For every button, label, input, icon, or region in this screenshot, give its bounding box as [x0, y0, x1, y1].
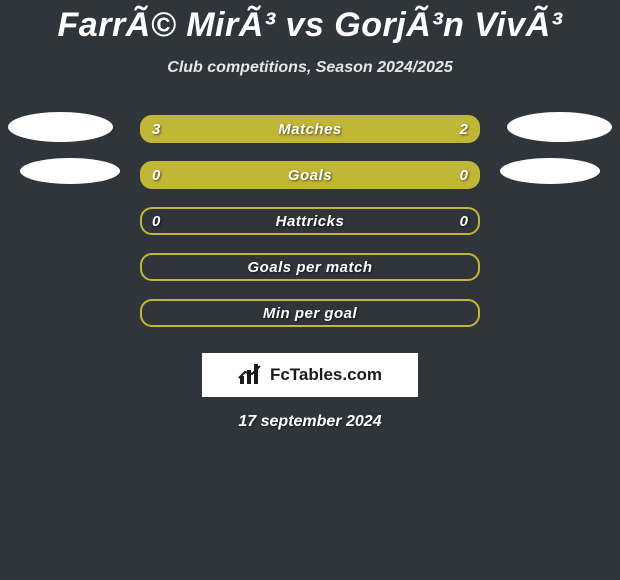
stat-bar-track: 00Goals: [140, 161, 480, 189]
stat-row: Goals per match: [0, 243, 620, 289]
stat-row: 00Hattricks: [0, 197, 620, 243]
stat-bar-track: Min per goal: [140, 299, 480, 327]
stat-label: Goals per match: [142, 255, 478, 279]
stat-row: Min per goal: [0, 289, 620, 335]
stat-label: Matches: [142, 117, 478, 141]
barchart-icon: [238, 364, 264, 386]
player-blob-left: [20, 158, 120, 184]
card-subtitle: Club competitions, Season 2024/2025: [0, 59, 620, 77]
brand-text: FcTables.com: [270, 365, 382, 385]
card-title: FarrÃ© MirÃ³ vs GorjÃ³n VivÃ³: [0, 0, 620, 45]
stat-row: 00Goals: [0, 151, 620, 197]
stat-label: Min per goal: [142, 301, 478, 325]
player-blob-left: [8, 112, 113, 142]
brand-box[interactable]: FcTables.com: [202, 353, 418, 397]
stat-bar-track: 32Matches: [140, 115, 480, 143]
stat-label: Hattricks: [142, 209, 478, 233]
stat-row: 32Matches: [0, 105, 620, 151]
stat-rows: 32Matches 00Goals 00Hattricks Goals per mat…: [0, 105, 620, 335]
comparison-card: FarrÃ© MirÃ³ vs GorjÃ³n VivÃ³ Club compe…: [0, 0, 620, 580]
stat-bar-track: Goals per match: [140, 253, 480, 281]
stat-bar-track: 00Hattricks: [140, 207, 480, 235]
stat-label: Goals: [142, 163, 478, 187]
player-blob-right: [507, 112, 612, 142]
card-date: 17 september 2024: [0, 413, 620, 431]
player-blob-right: [500, 158, 600, 184]
